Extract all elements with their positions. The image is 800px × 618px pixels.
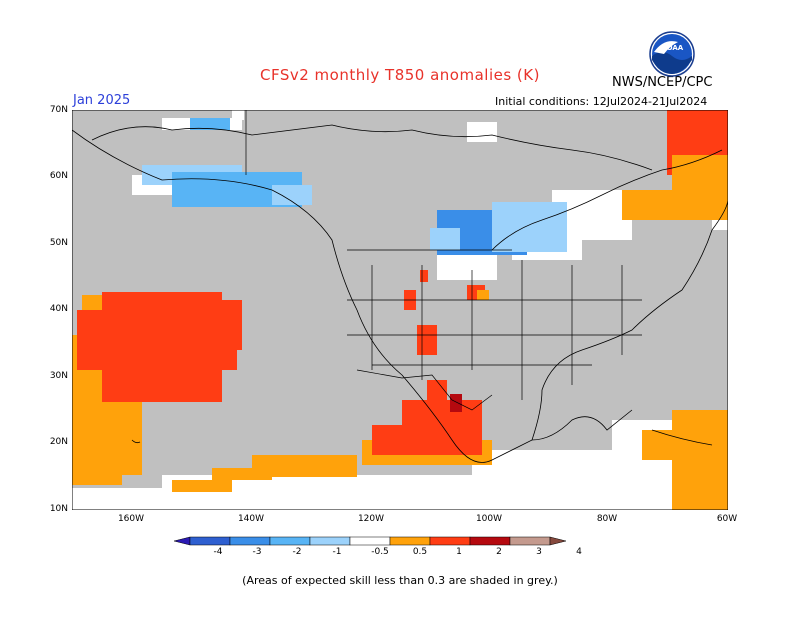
lat-label-30n: 30N xyxy=(49,371,68,381)
colorbar-label: -1 xyxy=(332,547,342,557)
lat-label-70n: 70N xyxy=(49,105,68,115)
map-title: CFSv2 monthly T850 anomalies (K) xyxy=(260,66,540,84)
anomaly-map xyxy=(72,110,728,510)
colorbar-label: 1 xyxy=(456,547,462,557)
lon-label-120w: 120W xyxy=(357,514,385,524)
colorbar-label: 2 xyxy=(496,547,502,557)
lon-label-60w: 60W xyxy=(716,514,738,524)
colorbar-arrow-left xyxy=(173,536,191,546)
lat-label-40n: 40N xyxy=(49,304,68,314)
colorbar-swatch xyxy=(469,536,511,546)
noaa-logo: NOAA xyxy=(649,31,695,77)
lon-label-160w: 160W xyxy=(117,514,145,524)
coastlines xyxy=(72,124,728,463)
svg-text:NOAA: NOAA xyxy=(661,44,684,52)
colorbar-label: 3 xyxy=(536,547,542,557)
borders xyxy=(245,110,642,411)
lat-label-20n: 20N xyxy=(49,437,68,447)
agency-label: NWS/NCEP/CPC xyxy=(612,75,713,90)
colorbar-swatch xyxy=(349,536,391,546)
footnote: (Areas of expected skill less than 0.3 a… xyxy=(242,574,558,587)
lat-label-10n: 10N xyxy=(49,504,68,514)
forecast-month: Jan 2025 xyxy=(73,93,131,108)
lat-label-50n: 50N xyxy=(49,238,68,248)
positive-anomalies xyxy=(72,110,728,510)
colorbar-swatch xyxy=(429,536,471,546)
colorbar-swatch xyxy=(509,536,551,546)
colorbar-label: -0.5 xyxy=(371,547,389,557)
lon-label-140w: 140W xyxy=(237,514,265,524)
lon-label-80w: 80W xyxy=(596,514,618,524)
colorbar-swatch xyxy=(269,536,311,546)
colorbar-arrow-right xyxy=(549,536,567,546)
colorbar-label: 4 xyxy=(576,547,582,557)
lon-label-100w: 100W xyxy=(475,514,503,524)
colorbar-label: 0.5 xyxy=(412,547,428,557)
lat-label-60n: 60N xyxy=(49,171,68,181)
colorbar-swatch xyxy=(229,536,271,546)
colorbar-swatch xyxy=(189,536,231,546)
colorbar-label: -2 xyxy=(292,547,302,557)
colorbar-label: -3 xyxy=(252,547,262,557)
colorbar-swatch xyxy=(389,536,431,546)
colorbar-label: -4 xyxy=(213,547,223,557)
colorbar-swatch xyxy=(309,536,351,546)
initial-conditions: Initial conditions: 12Jul2024-21Jul2024 xyxy=(495,95,708,108)
colorbar xyxy=(173,536,567,546)
